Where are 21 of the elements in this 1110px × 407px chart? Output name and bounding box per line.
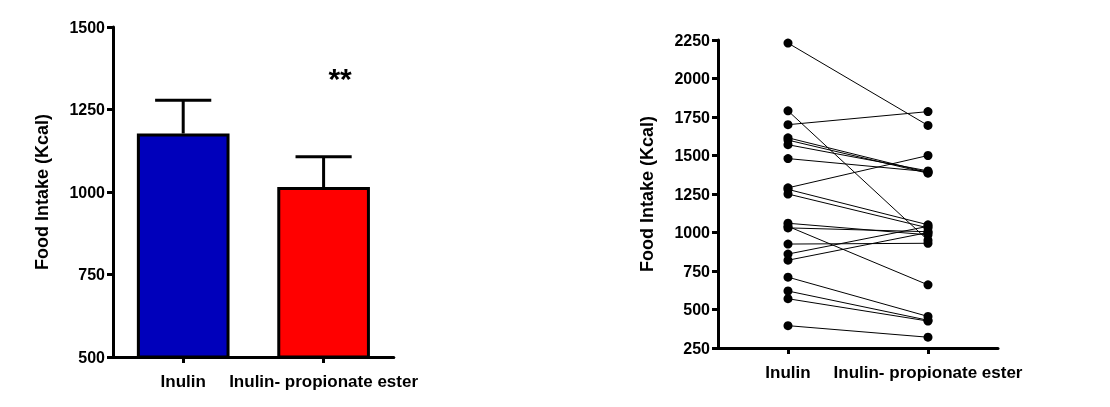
y-tick-label: 750 — [683, 262, 711, 280]
y-tick-label: 1250 — [674, 185, 711, 203]
y-tick-label: 1000 — [69, 183, 106, 201]
y-tick-label: 1250 — [69, 101, 106, 118]
y-tick-label: 1500 — [69, 18, 106, 36]
y-tick-label: 1750 — [674, 108, 711, 126]
y-tick-label: 500 — [78, 348, 106, 366]
y-tick-label: 1000 — [674, 224, 711, 241]
y-tick-label: 750 — [78, 266, 106, 283]
y-axis-title: Food Intake (Kcal) — [637, 115, 657, 273]
y-tick-label: 2000 — [674, 70, 711, 87]
y-axis-title: Food Intake (Kcal) — [32, 113, 52, 271]
y-tick-label: 250 — [683, 339, 711, 357]
annotation: ** — [328, 61, 353, 95]
x-tick-label: Inulin- propionate ester — [833, 363, 1023, 382]
x-tick-label: Inulin- propionate ester — [229, 372, 419, 391]
y-tick-label: 2250 — [674, 31, 711, 49]
y-tick-label: 1500 — [674, 147, 711, 164]
x-tick-label: Inulin — [160, 372, 206, 391]
x-tick-label: Inulin — [765, 363, 811, 382]
y-tick-label: 500 — [683, 301, 711, 318]
